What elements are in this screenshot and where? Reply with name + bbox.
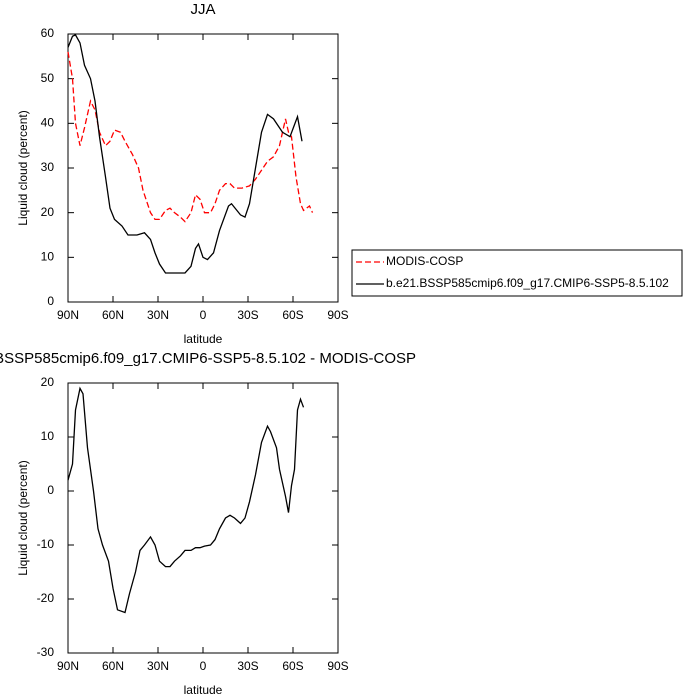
- legend-frame: [351, 249, 683, 297]
- chart-title: .BSSP585cmip6.f09_g17.CMIP6-SSP5-8.5.102…: [0, 350, 416, 367]
- y-tick-label: 0: [47, 483, 54, 497]
- x-tick-label: 90S: [327, 308, 348, 322]
- x-tick-label: 30S: [237, 659, 258, 673]
- data-line: [67, 386, 305, 614]
- x-tick-label: 90S: [327, 659, 348, 673]
- data-line: [67, 34, 303, 274]
- y-tick-label: -10: [37, 537, 55, 551]
- y-tick-label: 20: [41, 205, 55, 219]
- y-tick-label: 60: [41, 26, 55, 40]
- y-tick-label: 10: [41, 429, 55, 443]
- data-line: [67, 51, 314, 223]
- x-tick-label: 60N: [102, 308, 124, 322]
- x-axis-label: latitude: [184, 332, 223, 346]
- x-tick-label: 90N: [57, 659, 79, 673]
- x-tick-label: 30N: [147, 308, 169, 322]
- y-tick-label: -30: [37, 645, 55, 659]
- x-tick-label: 90N: [57, 308, 79, 322]
- legend-label: b.e21.BSSP585cmip6.f09_g17.CMIP6-SSP5-8.…: [386, 276, 669, 290]
- x-tick-label: 60N: [102, 659, 124, 673]
- x-axis-label: latitude: [184, 683, 223, 697]
- x-tick-label: 60S: [282, 659, 303, 673]
- x-tick-label: 0: [200, 659, 207, 673]
- y-tick-label: 10: [41, 250, 55, 264]
- x-tick-label: 30N: [147, 659, 169, 673]
- y-tick-label: 30: [41, 160, 55, 174]
- y-tick-label: 20: [41, 375, 55, 389]
- y-tick-label: 0: [47, 294, 54, 308]
- plot-frame: [67, 33, 339, 303]
- legend: MODIS-COSP b.e21.BSSP585cmip6.f09_g17.CMI…: [351, 249, 683, 297]
- x-tick-label: 30S: [237, 308, 258, 322]
- x-tick-label: 0: [200, 308, 207, 322]
- x-tick-label: 60S: [282, 308, 303, 322]
- y-tick-label: 40: [41, 116, 55, 130]
- y-tick-label: -20: [37, 591, 55, 605]
- chart-title: JJA: [190, 1, 215, 18]
- y-axis-label: Liquid cloud (percent): [16, 110, 30, 225]
- y-tick-label: 50: [41, 71, 55, 85]
- y-axis-label: Liquid cloud (percent): [16, 460, 30, 575]
- legend-label: MODIS-COSP: [386, 254, 463, 268]
- plot-frame: [67, 382, 339, 654]
